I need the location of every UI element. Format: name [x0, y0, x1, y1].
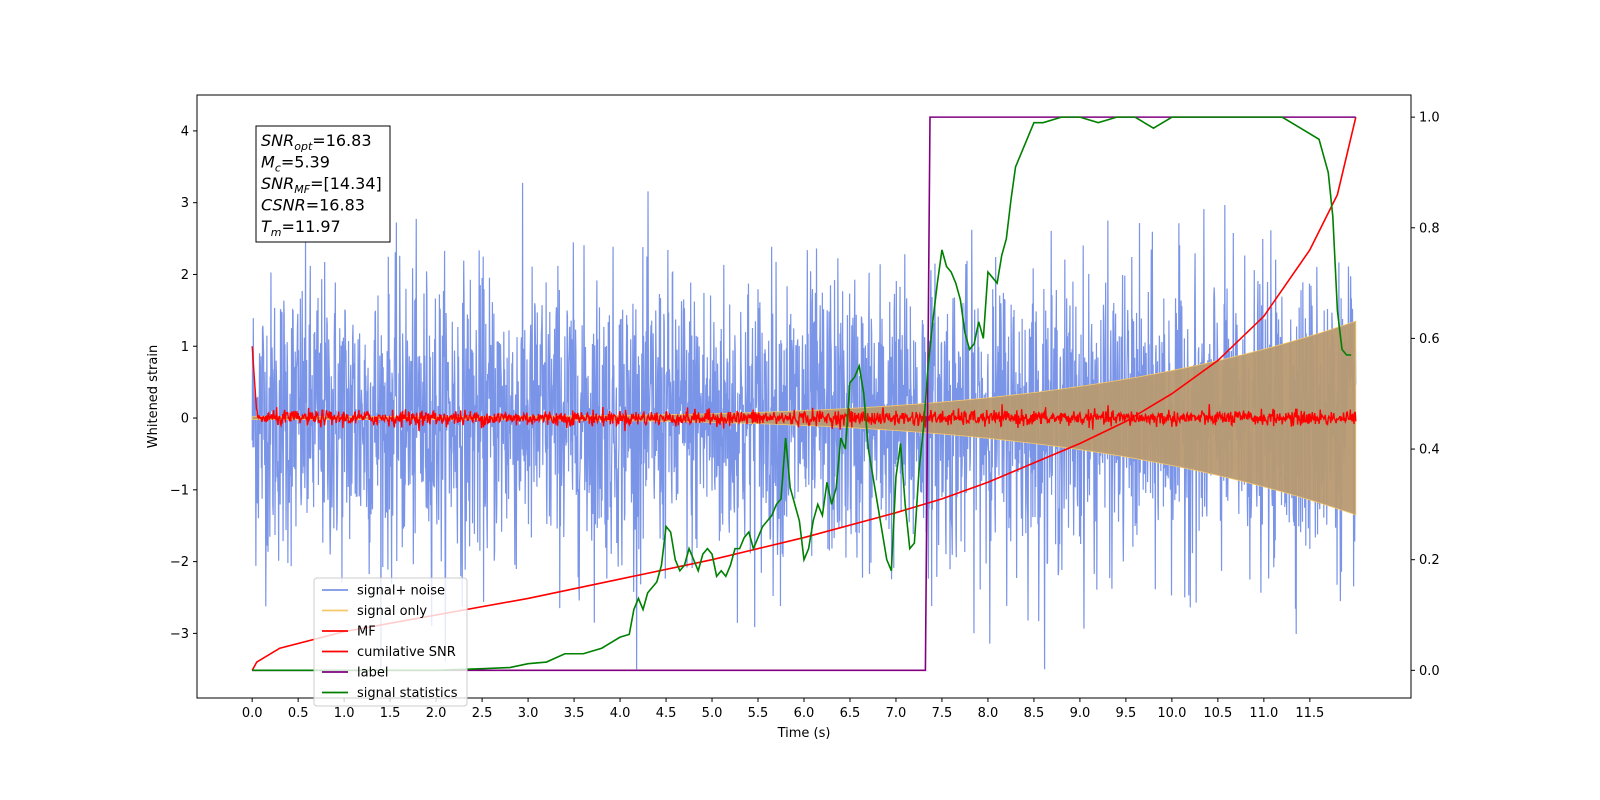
series-mf-line: [251, 346, 1357, 432]
stats-box: [255, 125, 391, 243]
y-right-tick-label: 0.0: [1419, 664, 1440, 679]
stats-var: T: [261, 217, 272, 236]
x-tick-label: 5.5: [748, 706, 769, 721]
x-axis-label: Time (s): [777, 726, 831, 741]
stats-var: M: [261, 153, 275, 172]
legend-item-label: MF: [357, 625, 376, 640]
series-label-line: [252, 116, 1356, 672]
legend-item-label: signal statistics: [357, 686, 458, 701]
x-tick-label: 2.5: [472, 706, 493, 721]
stats-var: SNR: [261, 131, 294, 150]
y-right-tick-label: 1.0: [1419, 111, 1440, 126]
stats-line: SNRopt=16.83: [261, 131, 372, 153]
y-left-tick-label: 1: [181, 340, 189, 355]
x-tick-label: 9.0: [1070, 706, 1091, 721]
legend-item-label: signal+ noise: [357, 584, 445, 599]
legend-item-label: cumilative SNR: [357, 645, 456, 660]
x-tick-label: 4.0: [610, 706, 631, 721]
stats-line: CSNR=16.83: [261, 196, 365, 215]
y-right-tick-label: 0.6: [1419, 332, 1440, 347]
y-right-tick-label: 0.8: [1419, 221, 1440, 236]
stats-value: =11.97: [282, 217, 341, 236]
stats-var: SNR: [261, 174, 294, 193]
x-tick-label: 1.5: [380, 706, 401, 721]
stats-line: SNRMF=[14.34]: [261, 174, 382, 196]
stats-annotation: SNRopt=16.83Mc=5.39SNRMF=[14.34]CSNR=16.…: [255, 125, 391, 243]
stats-sub: MF: [294, 183, 310, 196]
x-tick-label: 0.0: [242, 706, 263, 721]
stats-line: Tm=11.97: [261, 217, 341, 239]
series-signal-statistics-line: [252, 116, 1352, 672]
x-tick-label: 6.5: [840, 706, 861, 721]
stats-value: =[14.34]: [310, 174, 382, 193]
x-tick-label: 0.5: [288, 706, 309, 721]
y-left-tick-label: −2: [170, 555, 189, 570]
x-tick-label: 6.0: [794, 706, 815, 721]
y-left-tick-label: 0: [181, 412, 189, 427]
x-tick-label: 1.0: [334, 706, 355, 721]
y-left-tick-label: −1: [170, 483, 189, 498]
x-tick-label: 2.0: [426, 706, 447, 721]
x-tick-label: 3.0: [518, 706, 539, 721]
legend-item-label: label: [357, 666, 388, 681]
ticks: 0.0 0.5 1.0 1.5 2.0 2.5 3.0 3.5 4.0 4.5 5.0 5.5 6.0 6…: [170, 111, 1440, 721]
stats-sub: opt: [294, 140, 313, 153]
y-left-tick-label: 3: [181, 196, 189, 211]
stats-var: CSNR: [261, 196, 306, 215]
stats-value: =16.83: [306, 196, 365, 215]
x-tick-label: 7.5: [932, 706, 953, 721]
stats-sub: m: [271, 226, 282, 239]
y-right-tick-label: 0.2: [1419, 553, 1440, 568]
stats-sub: c: [275, 162, 281, 175]
x-tick-label: 5.0: [702, 706, 723, 721]
y-left-tick-label: 2: [181, 268, 189, 283]
plot-area: [251, 116, 1357, 672]
y-axis-label: Whitened strain: [146, 345, 161, 448]
x-tick-label: 10.0: [1157, 706, 1186, 721]
stats-value: =16.83: [312, 131, 371, 150]
x-tick-label: 10.5: [1203, 706, 1232, 721]
x-tick-label: 8.5: [1024, 706, 1045, 721]
x-tick-label: 11.0: [1249, 706, 1278, 721]
stats-line: Mc=5.39: [261, 153, 330, 175]
x-tick-label: 9.5: [1116, 706, 1137, 721]
stats-value: =5.39: [281, 153, 330, 172]
x-tick-label: 4.5: [656, 706, 677, 721]
x-tick-label: 3.5: [564, 706, 585, 721]
x-tick-label: 11.5: [1295, 706, 1324, 721]
y-left-tick-label: 4: [181, 124, 189, 139]
legend[interactable]: signal+ noise signal only MF cumilative SNR…: [313, 577, 468, 707]
legend-item-label: signal only: [357, 604, 427, 619]
x-tick-label: 7.0: [886, 706, 907, 721]
x-tick-label: 8.0: [978, 706, 999, 721]
y-right-tick-label: 0.4: [1419, 443, 1440, 458]
y-left-tick-label: −3: [170, 627, 189, 642]
legend-frame: [313, 577, 468, 707]
